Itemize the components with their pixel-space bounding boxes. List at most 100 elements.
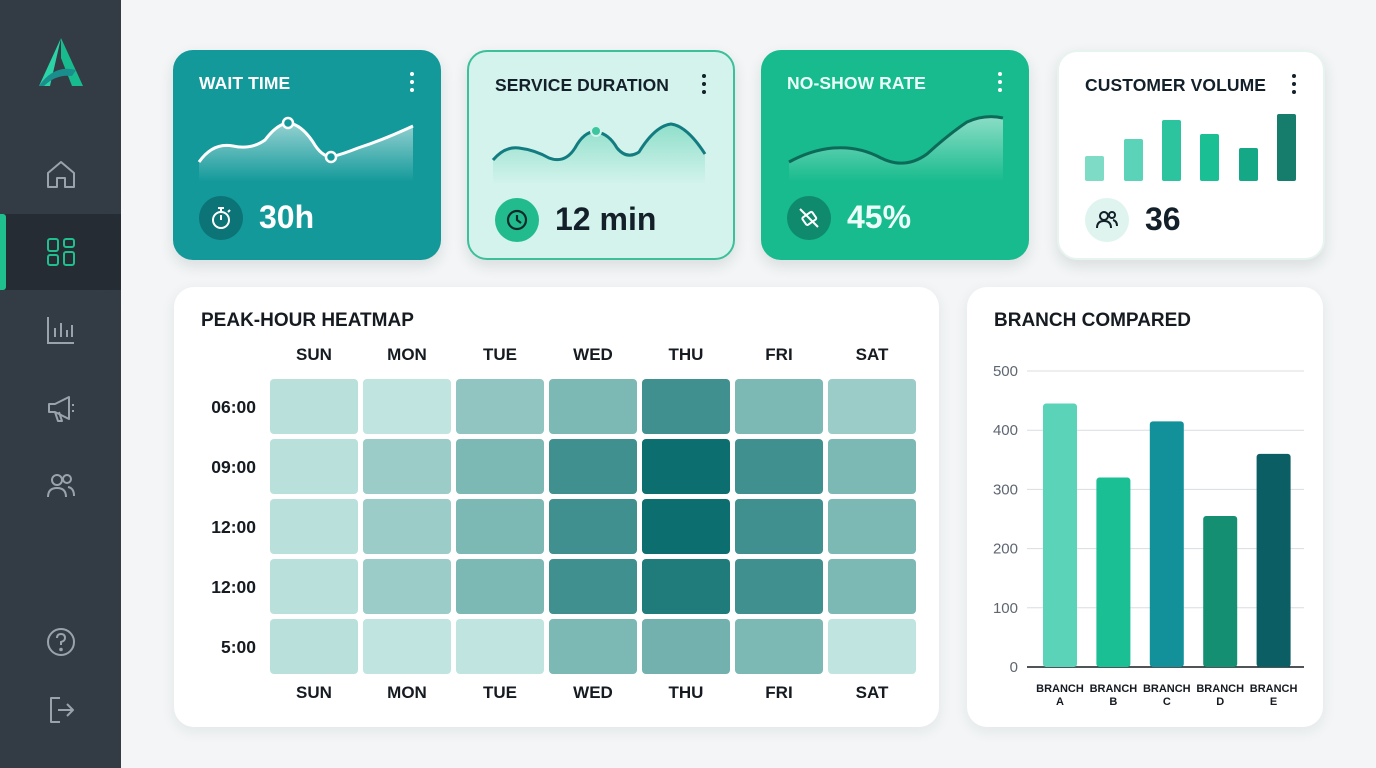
nav-home[interactable] bbox=[0, 136, 121, 212]
bar-branch-d[interactable] bbox=[1203, 516, 1238, 667]
time-row-label: 5:00 bbox=[220, 637, 256, 657]
heatmap-cell[interactable] bbox=[642, 439, 730, 494]
y-tick-label: 300 bbox=[993, 481, 1018, 498]
bar-branch-b[interactable] bbox=[1096, 477, 1131, 667]
nav-users[interactable] bbox=[0, 448, 121, 524]
day-header-bottom-mon: MON bbox=[387, 683, 427, 702]
nav-help[interactable] bbox=[0, 604, 121, 680]
y-tick-label: 0 bbox=[1010, 659, 1018, 676]
heatmap-cell[interactable] bbox=[270, 379, 358, 434]
customer-volume-card[interactable]: CUSTOMER VOLUME 36 bbox=[1057, 50, 1325, 260]
heatmap-cell[interactable] bbox=[828, 619, 916, 674]
heatmap-cell[interactable] bbox=[456, 559, 544, 614]
heatmap-cell[interactable] bbox=[363, 559, 451, 614]
day-header-bottom-fri: FRI bbox=[765, 683, 793, 702]
day-header-top-tue: TUE bbox=[483, 345, 517, 364]
heatmap-cell[interactable] bbox=[735, 439, 823, 494]
more-options-icon[interactable] bbox=[699, 74, 709, 96]
card-value: 36 bbox=[1145, 201, 1181, 237]
heatmap-cell[interactable] bbox=[456, 619, 544, 674]
card-title: CUSTOMER VOLUME bbox=[1085, 75, 1267, 95]
heatmap-cell[interactable] bbox=[735, 619, 823, 674]
no-show-icon bbox=[787, 196, 831, 240]
nav-logout[interactable] bbox=[0, 672, 121, 748]
x-tick-label: BRANCH E bbox=[1250, 683, 1298, 708]
heatmap-cell[interactable] bbox=[456, 379, 544, 434]
bar-branch-e[interactable] bbox=[1256, 453, 1291, 667]
panel-title: PEAK-HOUR HEATMAP bbox=[201, 310, 414, 331]
chart-title: BRANCH COMPARED bbox=[994, 310, 1192, 331]
heatmap-cell[interactable] bbox=[735, 559, 823, 614]
heatmap-cell[interactable] bbox=[363, 439, 451, 494]
card-value: 12 min bbox=[555, 201, 657, 237]
card-title: WAIT TIME bbox=[199, 73, 291, 93]
sidebar bbox=[0, 0, 121, 768]
time-row-label: 06:00 bbox=[211, 397, 256, 417]
nav-campaigns[interactable] bbox=[0, 370, 121, 446]
day-header-bottom-tue: TUE bbox=[483, 683, 517, 702]
x-tick-label: BRANCH A bbox=[1036, 683, 1084, 708]
users-icon bbox=[46, 474, 75, 498]
heatmap-cell[interactable] bbox=[549, 439, 637, 494]
no-show-rate-sparkline bbox=[788, 115, 1004, 182]
heatmap-cell[interactable] bbox=[363, 499, 451, 554]
heatmap-cell[interactable] bbox=[549, 559, 637, 614]
heatmap-cell[interactable] bbox=[735, 499, 823, 554]
heatmap-cell[interactable] bbox=[549, 499, 637, 554]
bar-branch-c[interactable] bbox=[1149, 421, 1184, 667]
customer-volume-minibars bbox=[1085, 114, 1296, 181]
heatmap-cell[interactable] bbox=[270, 559, 358, 614]
wait-time-card[interactable]: WAIT TIME 30h bbox=[173, 50, 441, 260]
home-icon bbox=[46, 161, 75, 188]
day-header-top-wed: WED bbox=[573, 345, 613, 364]
y-tick-label: 100 bbox=[993, 600, 1018, 617]
heatmap-cell[interactable] bbox=[828, 499, 916, 554]
heatmap-cell[interactable] bbox=[270, 439, 358, 494]
users-icon bbox=[1085, 198, 1129, 242]
nav-reports[interactable] bbox=[0, 292, 121, 368]
card-title: NO-SHOW RATE bbox=[787, 73, 926, 93]
stopwatch-icon bbox=[199, 196, 243, 240]
heatmap-cell[interactable] bbox=[828, 379, 916, 434]
no-show-rate-card[interactable]: NO-SHOW RATE 45% bbox=[761, 50, 1029, 260]
heatmap-cell[interactable] bbox=[363, 379, 451, 434]
heatmap-cell[interactable] bbox=[270, 499, 358, 554]
branch-compared-panel: BRANCH COMPARED 0 100 200 300 400 500 BRANCH A B… bbox=[967, 287, 1323, 727]
day-header-bottom-sat: SAT bbox=[855, 683, 889, 702]
heatmap-cell[interactable] bbox=[828, 559, 916, 614]
clock-icon bbox=[495, 198, 539, 242]
time-row-label: 09:00 bbox=[211, 457, 256, 477]
day-header-bottom-wed: WED bbox=[573, 683, 613, 702]
heatmap-cell[interactable] bbox=[642, 499, 730, 554]
brand-a-logo[interactable] bbox=[36, 36, 86, 88]
day-header-top-mon: MON bbox=[387, 345, 427, 364]
heatmap-cell[interactable] bbox=[549, 619, 637, 674]
x-tick-label: BRANCH C bbox=[1143, 683, 1191, 708]
peak-hour-heatmap-panel: PEAK-HOUR HEATMAP SUN MON TUE WED THU FRI SAT S… bbox=[174, 287, 939, 727]
more-options-icon[interactable] bbox=[1289, 74, 1299, 96]
time-row-label: 12:00 bbox=[211, 577, 256, 597]
logout-icon bbox=[49, 697, 74, 723]
day-header-top-sat: SAT bbox=[855, 345, 889, 364]
heatmap-cell[interactable] bbox=[549, 379, 637, 434]
service-duration-card[interactable]: SERVICE DURATION 12 min bbox=[467, 50, 735, 260]
heatmap-cell[interactable] bbox=[735, 379, 823, 434]
heatmap-cell[interactable] bbox=[828, 439, 916, 494]
more-options-icon[interactable] bbox=[407, 72, 417, 94]
heatmap-cell[interactable] bbox=[456, 499, 544, 554]
heatmap-cell[interactable] bbox=[642, 379, 730, 434]
heatmap-cell[interactable] bbox=[270, 619, 358, 674]
y-tick-label: 500 bbox=[993, 363, 1018, 380]
service-duration-sparkline bbox=[491, 122, 707, 184]
y-tick-label: 200 bbox=[993, 541, 1018, 558]
day-header-bottom-sun: SUN bbox=[296, 683, 332, 702]
heatmap-cell[interactable] bbox=[642, 619, 730, 674]
heatmap-cell[interactable] bbox=[456, 439, 544, 494]
heatmap-cell[interactable] bbox=[363, 619, 451, 674]
nav-dashboard[interactable] bbox=[0, 214, 121, 290]
bar-branch-a[interactable] bbox=[1043, 403, 1077, 667]
day-header-bottom-thu: THU bbox=[668, 683, 704, 702]
more-options-icon[interactable] bbox=[995, 72, 1005, 94]
heatmap-cell[interactable] bbox=[642, 559, 730, 614]
